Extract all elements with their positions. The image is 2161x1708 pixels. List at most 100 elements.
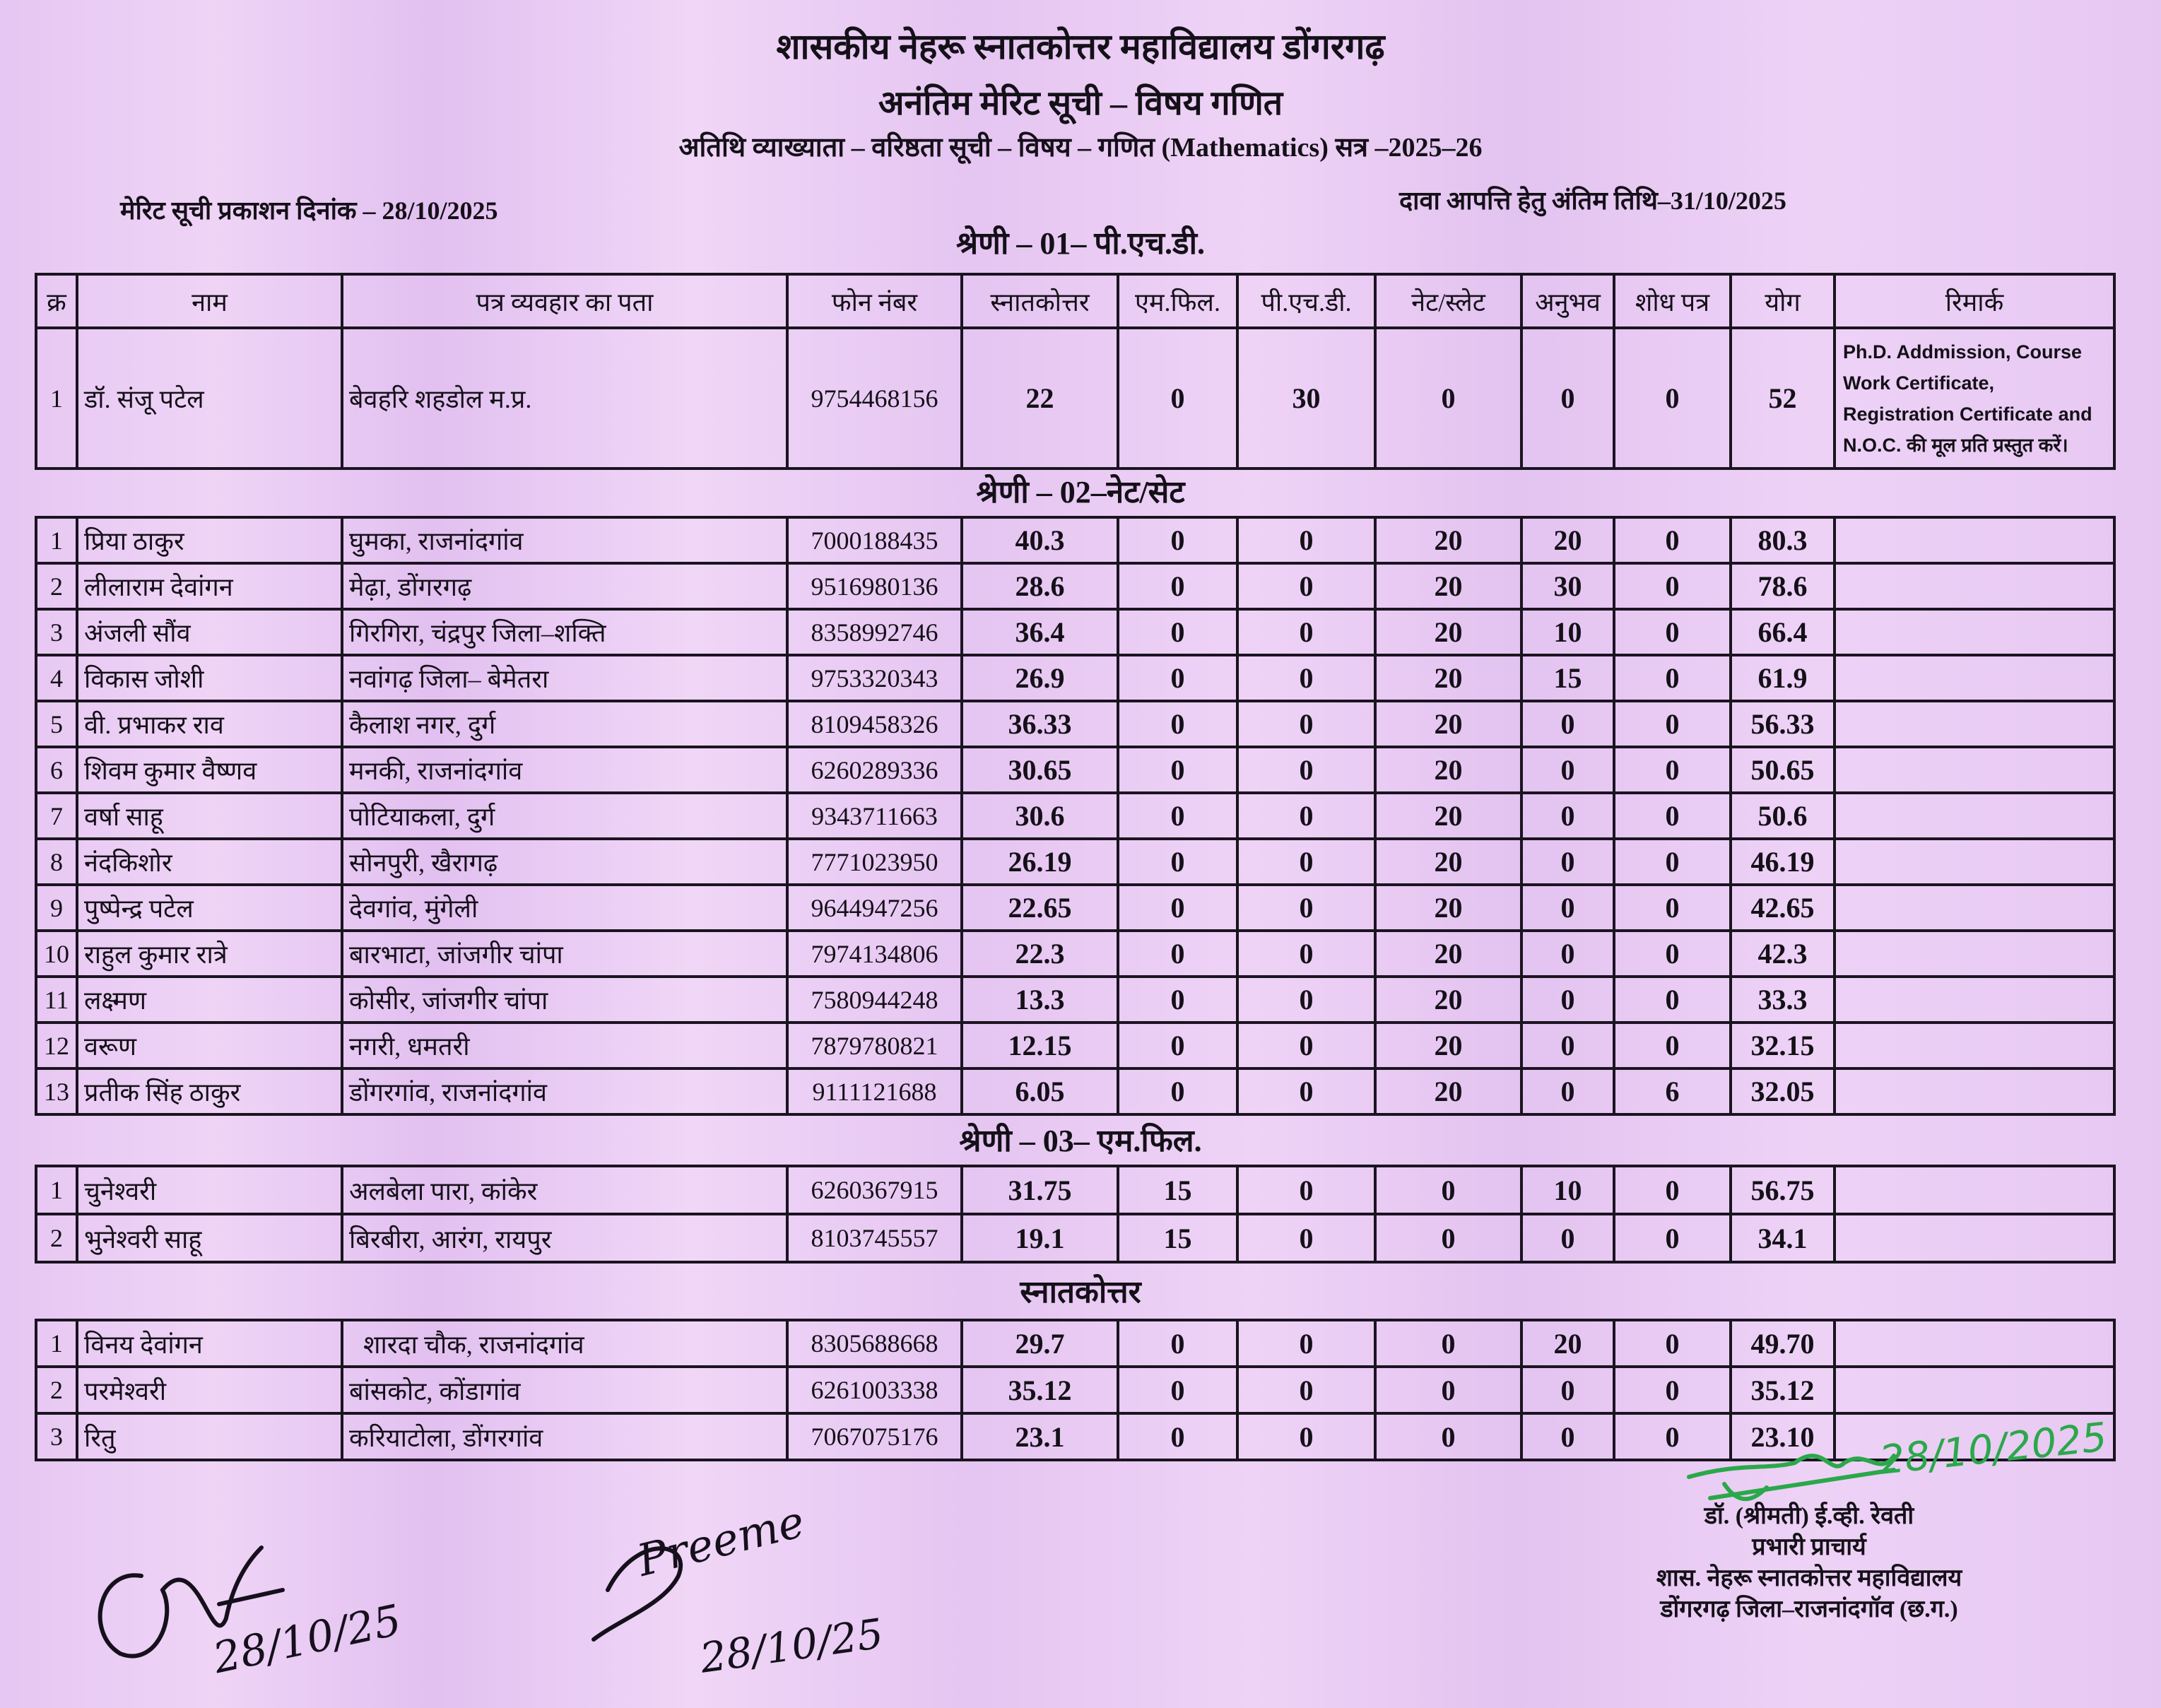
cell-remark: [1833, 1165, 2116, 1215]
table-row: 5 वी. प्रभाकर राव कैलाश नगर, दुर्ग 81094583…: [35, 700, 2116, 748]
cell-net: 0: [1374, 1412, 1523, 1461]
cell-sn: 2: [35, 1365, 78, 1415]
cell-research: 0: [1613, 837, 1732, 886]
cell-mphil: 0: [1117, 562, 1239, 611]
cell-mphil: 0: [1117, 883, 1239, 932]
cell-net: 20: [1374, 883, 1523, 932]
cell-sn: 12: [35, 1021, 78, 1070]
cell-name: प्रतीक सिंह ठाकुर: [76, 1067, 343, 1116]
cell-mphil: 0: [1117, 746, 1239, 794]
cell-phd: 0: [1236, 1365, 1377, 1415]
cell-phone: 8358992746: [786, 608, 963, 656]
principal-signature: [1687, 1454, 1896, 1502]
signatory-name: डॉ. (श्रीमती) ई.व्ही. रेवती: [1704, 1503, 1914, 1529]
cell-net: 20: [1374, 608, 1523, 656]
cell-phone: 7000188435: [786, 516, 963, 565]
cell-sn: 1: [35, 516, 78, 565]
column-header-total: योग: [1729, 273, 1836, 329]
column-header-phone: फोन नंबर: [786, 273, 963, 329]
column-header-phd: पी.एच.डी.: [1236, 273, 1377, 329]
cell-net: 20: [1374, 929, 1523, 978]
cell-total: 33.3: [1729, 975, 1836, 1024]
cell-net: 0: [1374, 1365, 1523, 1415]
cell-pg: 28.6: [960, 562, 1119, 611]
cell-name: परमेश्वरी: [76, 1365, 343, 1415]
cell-mphil: 0: [1117, 654, 1239, 702]
cell-sn: 11: [35, 975, 78, 1024]
cell-research: 0: [1613, 516, 1732, 565]
cell-total: 52: [1729, 326, 1836, 470]
cell-remark: [1833, 1067, 2116, 1116]
column-header-remark: रिमार्क: [1833, 273, 2116, 329]
cell-total: 23.10: [1729, 1412, 1836, 1461]
college-name: शासकीय नेहरू स्नातकोत्तर महाविद्यालय डों…: [776, 27, 1385, 66]
table-row: 6 शिवम कुमार वैष्णव मनकी, राजनांदगांव 62602…: [35, 746, 2116, 794]
cell-phd: 0: [1236, 1021, 1377, 1070]
table-row: 10 राहुल कुमार रात्रे बारभाटा, जांजगीर चां…: [35, 929, 2116, 978]
cell-exp: 0: [1520, 791, 1615, 840]
table-row: 8 नंदकिशोर सोनपुरी, खैरागढ़ 7771023950 26.19…: [35, 837, 2116, 886]
cell-phone: 7771023950: [786, 837, 963, 886]
cell-research: 0: [1613, 1021, 1732, 1070]
cell-remark: [1833, 791, 2116, 840]
cell-total: 56.33: [1729, 700, 1836, 748]
cell-remark: Ph.D. Addmission, Course Work Certificat…: [1833, 326, 2116, 470]
cell-research: 0: [1613, 1213, 1732, 1264]
cell-mphil: 15: [1117, 1213, 1239, 1264]
cell-name: विनय देवांगन: [76, 1319, 343, 1368]
cell-total: 80.3: [1729, 516, 1836, 565]
signatory-block: डॉ. (श्रीमती) ई.व्ही. रेवती प्रभारी प्रा…: [1583, 1501, 2035, 1625]
cell-pg: 30.65: [960, 746, 1119, 794]
cell-mphil: 0: [1117, 975, 1239, 1024]
cell-mphil: 0: [1117, 791, 1239, 840]
table-row: 9 पुष्पेन्द्र पटेल देवगांव, मुंगेली 9644947…: [35, 883, 2116, 932]
table-row: 2 परमेश्वरी बांसकोट, कोंडागांव 6261003338 35…: [35, 1365, 2116, 1415]
table-row: 7 वर्षा साहू पोटियाकला, दुर्ग 9343711663 30.…: [35, 791, 2116, 840]
cell-remark: [1833, 1319, 2116, 1368]
table-row: 2 भुनेश्वरी साहू बिरबीरा, आरंग, रायपुर 8103…: [35, 1213, 2116, 1264]
cell-phone: 8103745557: [786, 1213, 963, 1264]
cell-mphil: 0: [1117, 1365, 1239, 1415]
cell-total: 49.70: [1729, 1319, 1836, 1368]
document-subtitle: अतिथि व्याख्याता – वरिष्ठता सूची – विषय …: [678, 133, 1483, 163]
cell-research: 0: [1613, 700, 1732, 748]
table-row: 3 रितु करियाटोला, डोंगरगांव 7067075176 23.1 0…: [35, 1412, 2116, 1461]
cell-address: घुमका, राजनांदगांव: [341, 516, 789, 565]
cell-exp: 0: [1520, 837, 1615, 886]
cell-address: बेवहरि शहडोल म.प्र.: [341, 326, 789, 470]
cell-remark: [1833, 929, 2116, 978]
cell-pg: 35.12: [960, 1365, 1119, 1415]
cell-net: 20: [1374, 1021, 1523, 1070]
cell-phone: 7974134806: [786, 929, 963, 978]
cell-phone: 6261003338: [786, 1365, 963, 1415]
cell-phd: 0: [1236, 746, 1377, 794]
cell-phone: 6260367915: [786, 1165, 963, 1215]
table-row: 1 विनय देवांगन शारदा चौक, राजनांदगांव 83056…: [35, 1319, 2116, 1368]
cell-mphil: 0: [1117, 1319, 1239, 1368]
cell-mphil: 0: [1117, 516, 1239, 565]
cell-phone: 9343711663: [786, 791, 963, 840]
cell-research: 0: [1613, 608, 1732, 656]
cell-phd: 0: [1236, 608, 1377, 656]
cell-name: डॉ. संजू पटेल: [76, 326, 343, 470]
table-row: 1 डॉ. संजू पटेल बेवहरि शहडोल म.प्र. 9754468…: [35, 326, 2116, 470]
cell-address: नवांगढ़ जिला– बेमेतरा: [341, 654, 789, 702]
cell-mphil: 0: [1117, 837, 1239, 886]
cell-pg: 40.3: [960, 516, 1119, 565]
column-header-net: नेट/स्लेट: [1374, 273, 1523, 329]
cell-total: 46.19: [1729, 837, 1836, 886]
cell-total: 32.15: [1729, 1021, 1836, 1070]
cell-research: 0: [1613, 1319, 1732, 1368]
cell-pg: 31.75: [960, 1165, 1119, 1215]
cell-phd: 0: [1236, 1412, 1377, 1461]
cell-phone: 8109458326: [786, 700, 963, 748]
cell-phd: 0: [1236, 1067, 1377, 1116]
cell-research: 0: [1613, 1412, 1732, 1461]
cell-total: 50.6: [1729, 791, 1836, 840]
cell-address: बारभाटा, जांजगीर चांपा: [341, 929, 789, 978]
cell-sn: 10: [35, 929, 78, 978]
cell-sn: 8: [35, 837, 78, 886]
cell-exp: 0: [1520, 1067, 1615, 1116]
cell-exp: 0: [1520, 975, 1615, 1024]
cell-remark: [1833, 837, 2116, 886]
